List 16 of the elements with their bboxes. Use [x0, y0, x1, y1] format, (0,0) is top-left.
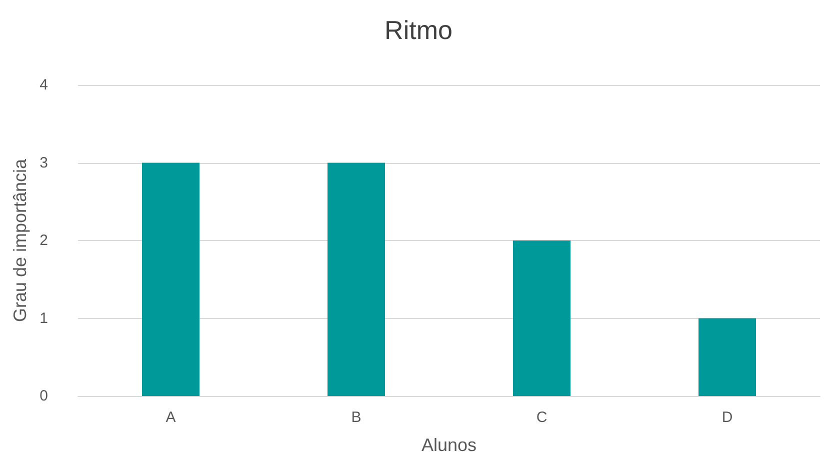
y-axis-title: Grau de importância [10, 158, 30, 322]
x-axis-title: Alunos [421, 435, 477, 455]
y-tick-label: 1 [40, 310, 48, 327]
y-tick-label: 0 [40, 388, 48, 404]
bar [512, 240, 570, 396]
chart-title: Ritmo [384, 15, 452, 45]
x-tick-label: C [536, 409, 548, 426]
x-tick-label: A [166, 409, 176, 426]
bar [142, 162, 200, 396]
y-tick-label: 2 [40, 232, 48, 249]
bar [328, 162, 386, 396]
y-tick-label: 4 [40, 76, 48, 94]
y-tick-label: 3 [40, 154, 48, 172]
x-tick-label: D [722, 409, 733, 426]
bar [698, 318, 756, 396]
x-tick-label: B [351, 409, 362, 426]
